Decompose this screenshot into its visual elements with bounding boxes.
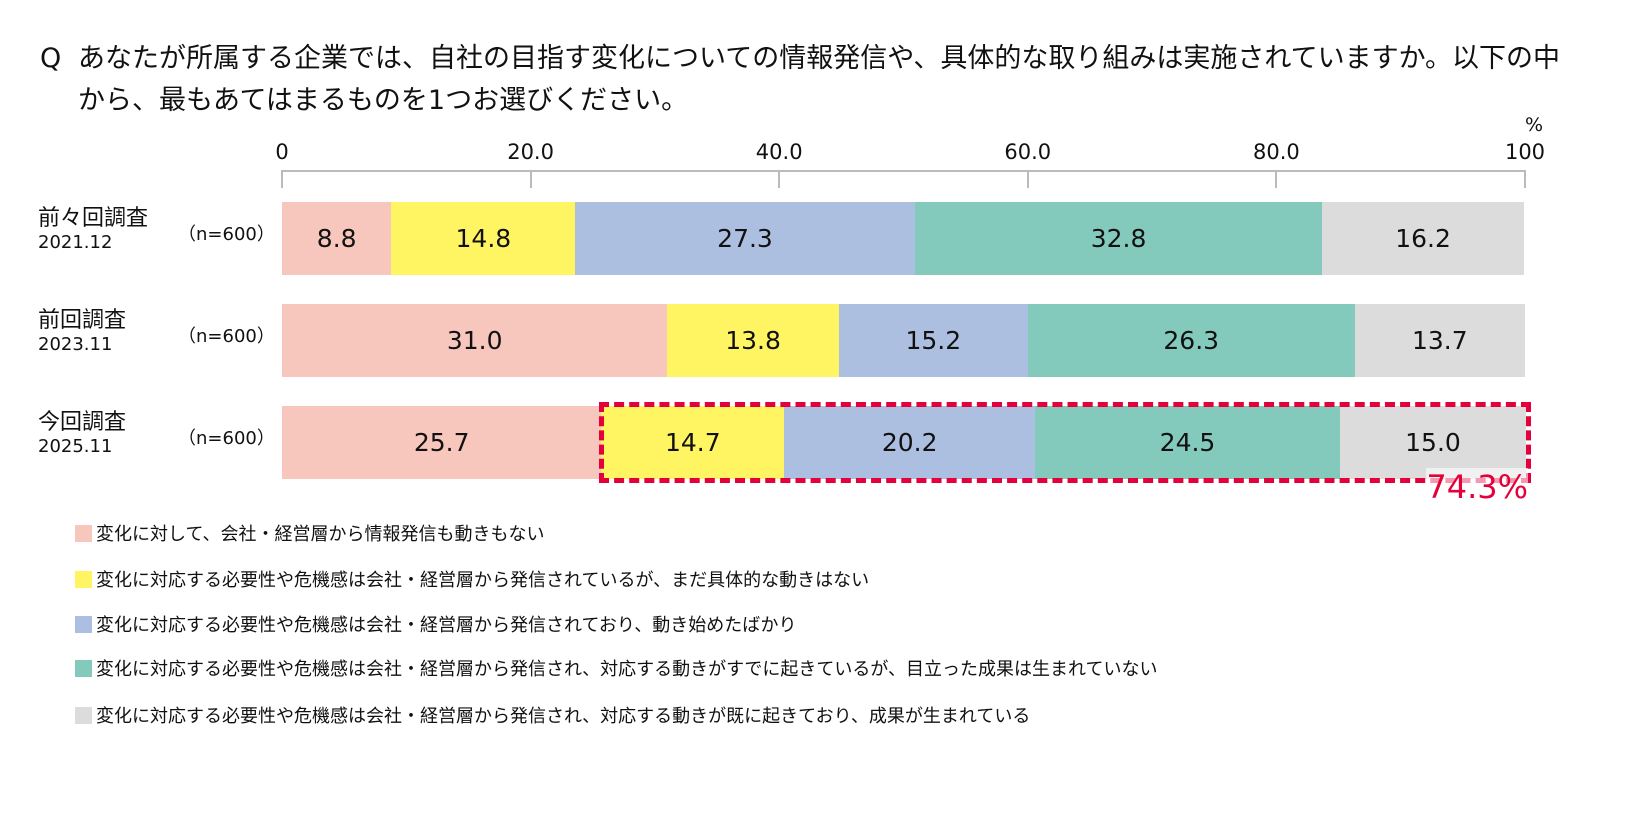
axis-unit: %: [1525, 114, 1544, 136]
legend-swatch: [75, 570, 92, 588]
tick-label: 0: [275, 140, 289, 164]
highlight-total: 74.3%: [1426, 468, 1528, 506]
category-date: 2023.11: [38, 334, 113, 355]
category-label: 前回調査: [38, 308, 127, 333]
tick-mark: [281, 170, 283, 188]
legend-swatch: [75, 615, 92, 633]
axis-line: [282, 170, 1525, 172]
legend-item: 変化に対して、会社・経営層から情報発信も動きもない: [75, 520, 545, 546]
tick-label: 80.0: [1253, 140, 1300, 164]
legend-label: 変化に対応する必要性や危機感は会社・経営層から発信され、対応する動きが既に起きて…: [96, 706, 1031, 727]
category-date: 2025.11: [38, 436, 113, 457]
legend-swatch: [75, 659, 92, 677]
sample-size: （n=600）: [178, 326, 275, 347]
tick-label: 100: [1504, 140, 1546, 164]
legend-swatch: [75, 524, 92, 542]
bar-segment: 20.2: [784, 406, 1036, 479]
sample-size: （n=600）: [178, 428, 275, 449]
tick-label: 60.0: [1004, 140, 1052, 164]
bar-segment: 16.2: [1322, 202, 1524, 275]
bar-segment: 15.2: [838, 304, 1028, 377]
question-text: あなたが所属する企業では、自社の目指す変化についての情報発信や、具体的な取り組み…: [78, 43, 1561, 116]
legend-label: 変化に対して、会社・経営層から情報発信も動きもない: [96, 524, 545, 545]
question-mark: Q: [40, 43, 62, 74]
legend-item: 変化に対応する必要性や危機感は会社・経営層から発信されており、動き始めたばかり: [75, 611, 797, 637]
bar-segment: 15.0: [1339, 406, 1527, 479]
category-label: 前々回調査: [38, 206, 149, 231]
tick-mark: [1275, 170, 1278, 188]
tick-label: 40.0: [755, 140, 803, 164]
bar-segment: 13.7: [1354, 304, 1525, 377]
highlight-box: [599, 402, 1531, 483]
tick-mark: [1026, 170, 1029, 188]
bar-segment: 14.7: [601, 406, 785, 479]
bar-segment: 25.7: [282, 406, 602, 479]
tick-mark: [529, 170, 532, 188]
legend-item: 変化に対応する必要性や危機感は会社・経営層から発信されているが、まだ具体的な動き…: [75, 566, 869, 592]
bar-segment: 24.5: [1035, 406, 1340, 479]
legend-swatch: [75, 706, 92, 724]
bar-segment: 8.8: [282, 202, 392, 275]
bar-segment: 13.8: [667, 304, 839, 377]
category-label: 今回調査: [38, 410, 127, 435]
legend-label: 変化に対応する必要性や危機感は会社・経営層から発信され、対応する動きがすでに起き…: [96, 659, 1158, 680]
tick-label: 20.0: [507, 140, 554, 164]
bar-segment: 27.3: [575, 202, 915, 275]
legend-item: 変化に対応する必要性や危機感は会社・経営層から発信され、対応する動きが既に起きて…: [75, 702, 1030, 728]
category-date: 2021.12: [38, 232, 113, 253]
bar-segment: 26.3: [1027, 304, 1355, 377]
tick-mark: [778, 170, 781, 188]
bar-segment: 14.8: [391, 202, 576, 275]
legend-label: 変化に対応する必要性や危機感は会社・経営層から発信されているが、まだ具体的な動き…: [96, 570, 870, 591]
bar-segment: 32.8: [914, 202, 1323, 275]
legend-label: 変化に対応する必要性や危機感は会社・経営層から発信されており、動き始めたばかり: [96, 615, 797, 636]
sample-size: （n=600）: [178, 224, 275, 245]
legend-item: 変化に対応する必要性や危機感は会社・経営層から発信され、対応する動きがすでに起き…: [75, 655, 1157, 681]
tick-mark: [1524, 170, 1526, 188]
bar-segment: 31.0: [282, 304, 668, 377]
